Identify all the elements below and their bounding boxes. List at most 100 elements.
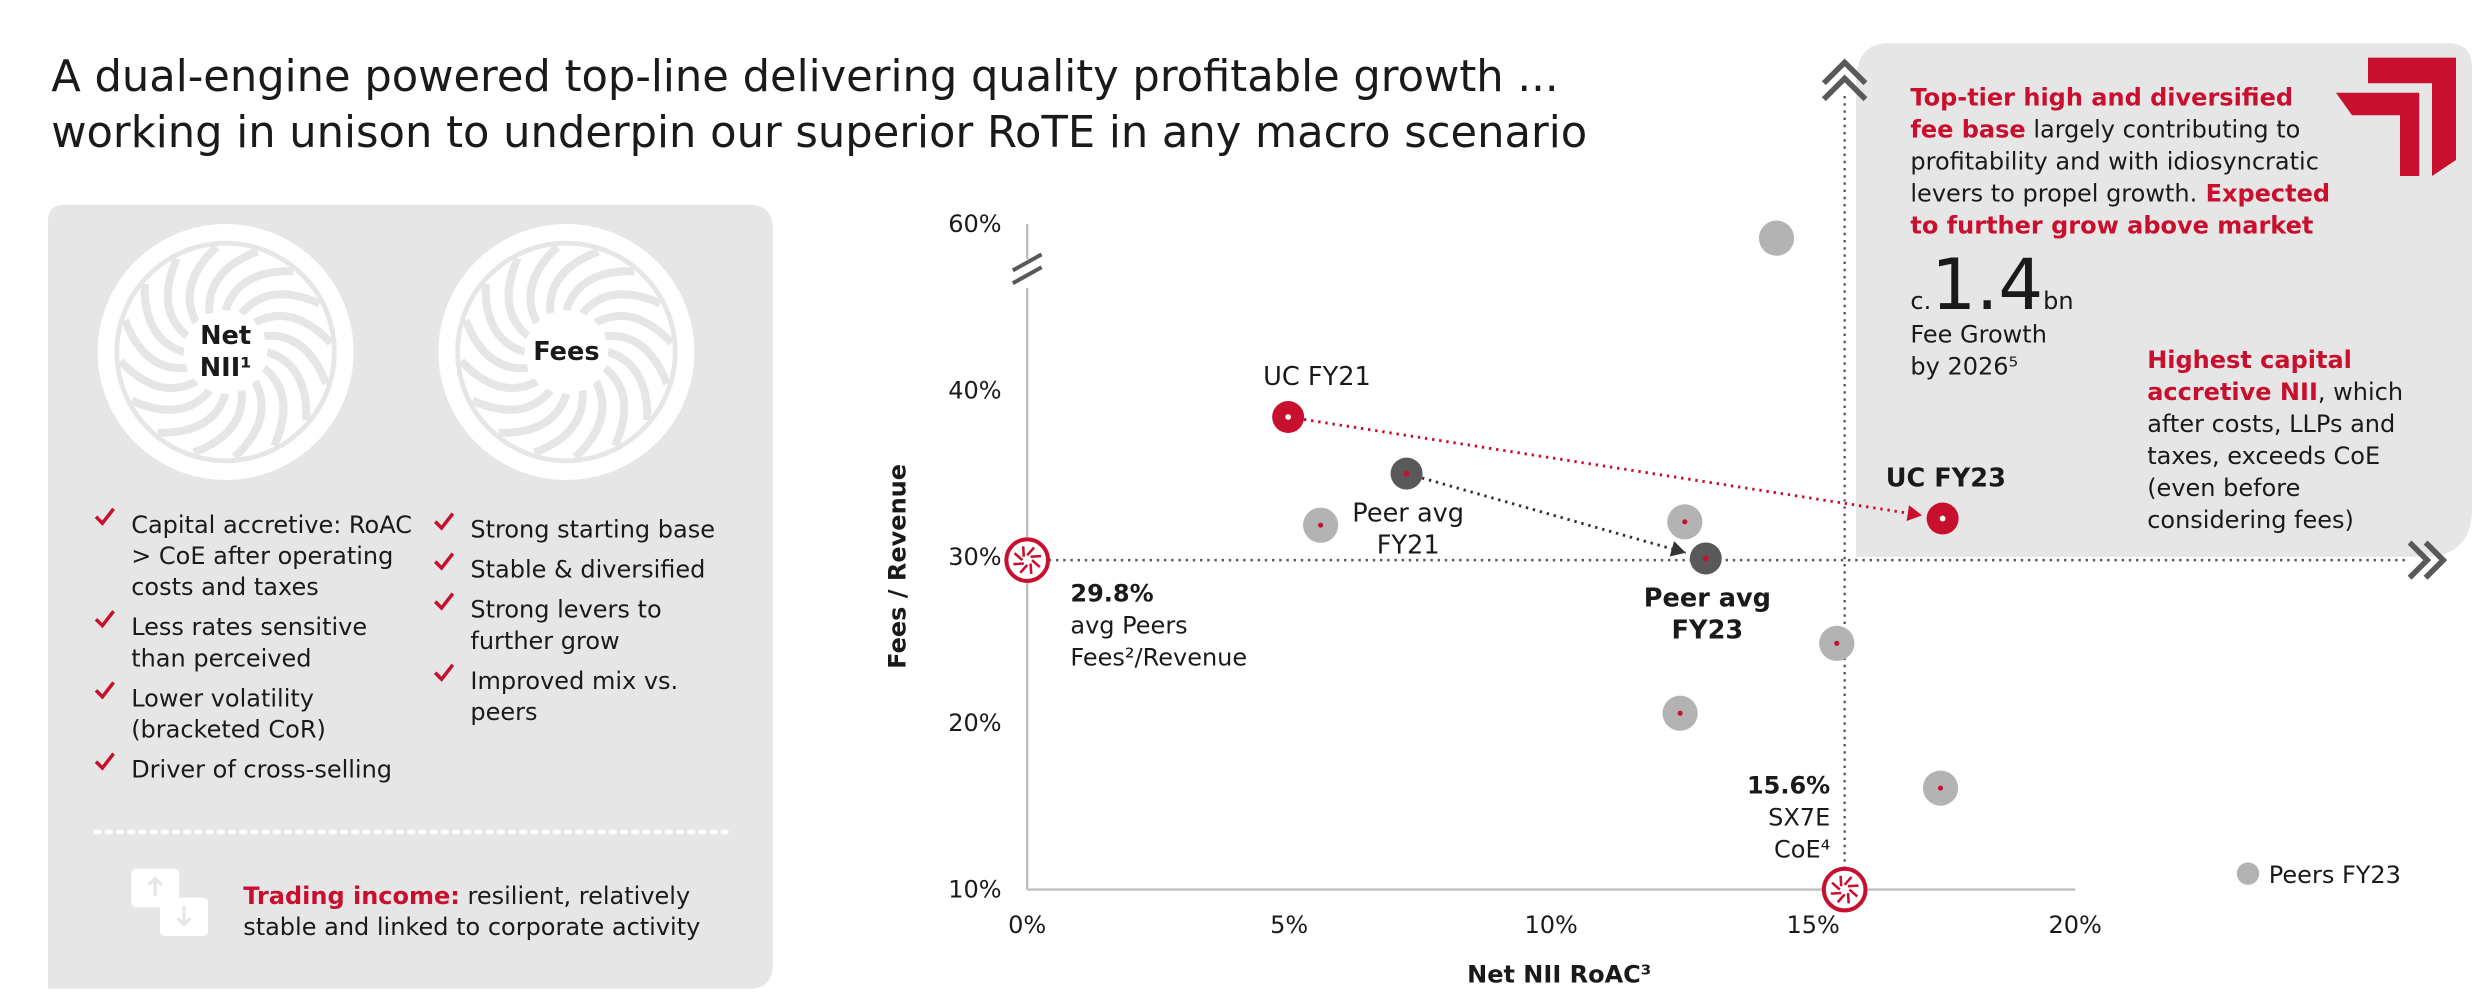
- fan-blade: [261, 364, 288, 448]
- bullet-text: Improved mix vs.: [470, 667, 678, 695]
- h-reference-label: 29.8%: [1070, 580, 1153, 608]
- reference-marker-blade: [1836, 893, 1846, 904]
- x-tick-label: 0%: [1008, 911, 1046, 939]
- fan-blade: [498, 392, 571, 437]
- reference-marker-blade: [1847, 884, 1859, 888]
- bullet-text: costs and taxes: [131, 573, 319, 601]
- bullet-text: peers: [470, 698, 537, 726]
- fan-blade: [526, 243, 561, 325]
- y-axis-label: Fees / Revenue: [884, 464, 912, 669]
- reference-marker-blade: [1013, 552, 1024, 562]
- fan-blade: [263, 331, 330, 386]
- check-icon: [433, 592, 455, 611]
- reference-marker-blade: [1021, 546, 1026, 557]
- reference-marker: [1821, 866, 1868, 913]
- bullet-text: Strong levers to: [470, 596, 661, 624]
- reference-marker-blade: [1848, 888, 1859, 898]
- check-icon: [433, 552, 455, 571]
- trading-icon: [131, 868, 208, 936]
- callout-text: to further grow above market: [1910, 212, 2313, 240]
- trading-text: stable and linked to corporate activity: [243, 913, 700, 941]
- fee-caption: by 2026⁵: [1910, 352, 2018, 380]
- reference-marker-blade: [1830, 891, 1842, 895]
- check-icon: [433, 663, 455, 682]
- x-tick-label: 20%: [2049, 911, 2102, 939]
- v-reference-label: 15.6%: [1747, 772, 1830, 800]
- y-tick-label: 30%: [948, 543, 1001, 571]
- engine-label: Net: [200, 321, 251, 351]
- fan-blade: [504, 256, 531, 340]
- fee-growth: c.1.4bn: [1910, 244, 2073, 326]
- text-run: fee base: [1910, 116, 2025, 144]
- bullet-text: than perceived: [131, 644, 311, 672]
- reference-marker-blade: [1839, 875, 1843, 887]
- text-run: to further grow above market: [1910, 212, 2313, 240]
- fan-blade: [163, 256, 190, 340]
- reference-marker-blade: [1831, 881, 1841, 891]
- callout-text: taxes, exceeds CoE: [2147, 442, 2380, 470]
- text-run: Top-tier high and diversified: [1910, 84, 2293, 112]
- bullet-text: > CoE after operating: [131, 542, 393, 570]
- callout-text: after costs, LLPs and: [2147, 410, 2395, 438]
- text-run: levers to propel growth.: [1910, 180, 2197, 208]
- fan-blade: [117, 358, 199, 392]
- fan-blade: [458, 358, 539, 392]
- x-tick-label: 5%: [1270, 911, 1308, 939]
- legend-swatch: [2236, 862, 2260, 885]
- fan-blade: [606, 348, 652, 421]
- bullet-text: Capital accretive: RoAC: [131, 511, 412, 539]
- y-tick-label: 60%: [948, 210, 1001, 238]
- reference-marker-blade: [1030, 554, 1042, 559]
- engine-label: Fees: [533, 337, 599, 367]
- peer-point-dot: [1318, 522, 1324, 528]
- reference-marker-blade: [1843, 876, 1853, 886]
- v-reference-label: SX7E: [1768, 804, 1830, 832]
- callout-text: fee base largely contributing to: [1910, 116, 2300, 144]
- reference-marker-blade: [1846, 892, 1850, 904]
- y-tick-label: 40%: [948, 376, 1001, 404]
- peer-avg-arrow: [1421, 476, 1687, 555]
- y-tick-label: 10%: [948, 876, 1001, 904]
- peer-avg-label: FY21: [1377, 531, 1440, 561]
- fan-blade: [481, 283, 527, 356]
- text-run: Trading income:: [243, 882, 460, 910]
- fee-value: 1.4: [1931, 244, 2043, 326]
- arrow-right: [2407, 540, 2448, 580]
- fan-blade: [593, 312, 675, 346]
- legend-label: Peers FY23: [2269, 861, 2401, 889]
- fan-inner: [455, 240, 678, 464]
- text-run: largely contributing to: [2026, 116, 2301, 144]
- x-tick-label: 10%: [1525, 911, 1578, 939]
- v-reference-label: CoE⁴: [1774, 836, 1830, 864]
- text-run: resilient, relatively: [460, 882, 690, 910]
- bullet-text: Stable & diversified: [470, 556, 705, 584]
- h-reference-label: avg Peers: [1070, 612, 1187, 640]
- text-run: accretive NII: [2147, 378, 2318, 406]
- engine-label: NII¹: [200, 353, 252, 383]
- text-run: Highest capital: [2147, 346, 2352, 374]
- axis-break: [1011, 252, 1043, 273]
- bullet-text: (bracketed CoR): [131, 716, 326, 744]
- peer-point-dot: [1834, 640, 1840, 646]
- fee-prefix: c.: [1910, 287, 1931, 315]
- callout-text: considering fees): [2147, 506, 2354, 534]
- bullet-text: Less rates sensitive: [131, 613, 367, 641]
- logo: [2336, 57, 2456, 176]
- title: A dual-engine powered top-line deliverin…: [51, 52, 1558, 102]
- y-tick-label: 20%: [948, 709, 1001, 737]
- peer_avg-point-dot: [1702, 555, 1709, 562]
- fan-blade: [604, 331, 671, 386]
- x-axis-label: Net NII RoAC³: [1467, 960, 1651, 988]
- peer-avg-label: Peer avg: [1352, 499, 1464, 529]
- fan-inner: [114, 240, 337, 464]
- h-reference-label: Fees²/Revenue: [1070, 644, 1247, 672]
- peer-point-dot: [1682, 519, 1688, 525]
- fan-blade: [562, 267, 635, 312]
- callout-text: accretive NII, which: [2147, 378, 2403, 406]
- uc-point-dot: [1939, 515, 1946, 522]
- text-run: , which: [2318, 378, 2403, 406]
- fee-caption: Fee Growth: [1910, 320, 2047, 348]
- peer-point-dot: [1677, 710, 1683, 716]
- check-icon: [94, 507, 115, 526]
